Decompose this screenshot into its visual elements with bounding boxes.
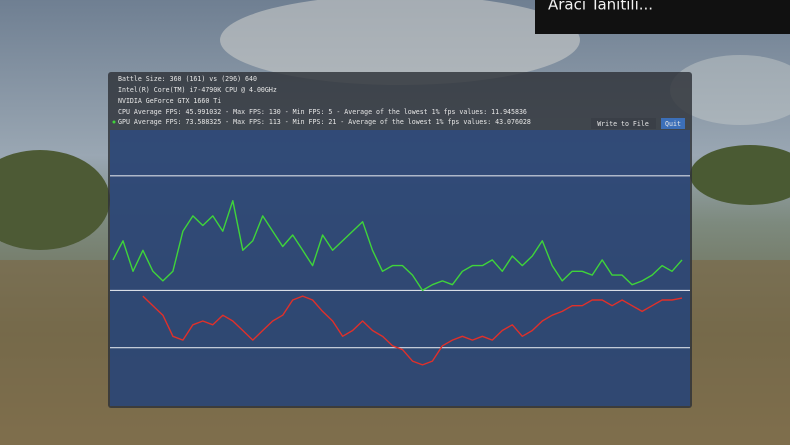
notification-text: Aracı Tanıtılı... (548, 0, 653, 14)
tree (0, 150, 110, 250)
quit-button-label[interactable]: Quit (665, 120, 681, 128)
info-line: CPU Average FPS: 45.991032 - Max FPS: 13… (118, 108, 527, 116)
tree (690, 145, 790, 205)
write-button-label[interactable]: Write to File (597, 120, 649, 128)
info-line: NVIDIA GeForce GTX 1660 Ti (118, 97, 221, 105)
info-line: Battle Size: 360 (161) vs (296) 640 (118, 75, 257, 83)
cloud (220, 0, 580, 85)
quit-button[interactable] (661, 118, 685, 129)
gpu-marker (112, 120, 116, 124)
cloud (670, 55, 790, 125)
fps-line (112, 200, 683, 292)
info-line: Intel(R) Core(TM) i7-4790K CPU @ 4.00GHz (118, 86, 277, 94)
info-line: GPU Average FPS: 73.588325 - Max FPS: 11… (118, 118, 531, 126)
graph-area (110, 130, 690, 406)
notification-box (535, 0, 790, 34)
fps-line (142, 295, 683, 366)
write-button[interactable] (591, 118, 656, 129)
